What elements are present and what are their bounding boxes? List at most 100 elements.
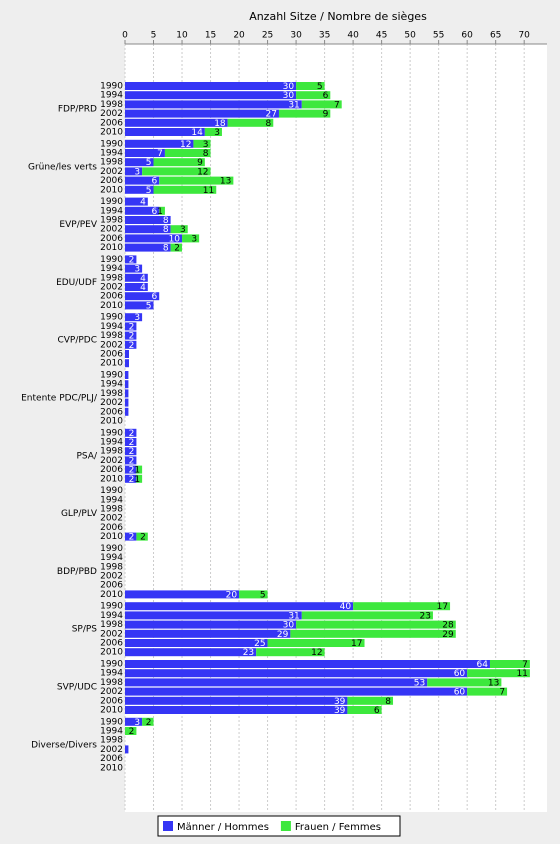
- category-label: 1998: [100, 389, 123, 399]
- bar: [125, 629, 291, 638]
- value-label: 6: [151, 207, 157, 217]
- category-label: 1994: [100, 322, 123, 332]
- bar: [125, 331, 137, 340]
- value-label: 2: [129, 447, 135, 457]
- legend-label: Frauen / Femmes: [295, 822, 381, 833]
- bar: [125, 118, 228, 127]
- group-label: SP/PS: [72, 625, 98, 635]
- value-label: 2: [146, 718, 152, 728]
- value-label: 29: [277, 630, 289, 640]
- bar: [125, 292, 160, 301]
- value-label: 25: [254, 639, 265, 649]
- category-label: 1998: [100, 331, 123, 341]
- category-label: 1994: [100, 553, 123, 563]
- value-label: 12: [311, 648, 322, 658]
- category-label: 2006: [100, 523, 123, 533]
- category-label: 2006: [100, 292, 123, 302]
- legend-swatch: [163, 821, 173, 831]
- x-tick-label: 45: [376, 31, 387, 41]
- value-label: 3: [180, 225, 186, 235]
- bar: [290, 629, 456, 638]
- category-label: 1998: [100, 678, 123, 688]
- category-label: 2002: [100, 629, 123, 639]
- bar: [427, 678, 502, 687]
- value-label: 14: [191, 128, 203, 138]
- category-label: 2002: [100, 687, 123, 697]
- bar: [136, 474, 143, 483]
- bar: [125, 465, 137, 474]
- category-label: 1994: [100, 669, 123, 679]
- group-label: CVP/PDC: [57, 336, 97, 346]
- bar: [347, 706, 382, 714]
- bar: [125, 678, 428, 687]
- value-label: 5: [146, 301, 152, 311]
- category-label: 2010: [100, 590, 123, 600]
- value-label: 6: [151, 292, 157, 302]
- bar: [467, 687, 508, 696]
- category-label: 2010: [100, 763, 123, 773]
- bar: [256, 648, 325, 657]
- value-label: 2: [129, 438, 135, 448]
- bar: [125, 301, 154, 310]
- value-label: 18: [214, 119, 226, 129]
- bar: [125, 264, 143, 273]
- x-tick-label: 10: [176, 31, 188, 41]
- value-label: 60: [454, 688, 466, 698]
- chart-title: Anzahl Sitze / Nombre de sièges: [249, 10, 427, 23]
- x-tick-label: 55: [433, 31, 444, 41]
- bar: [125, 167, 143, 176]
- bar: [301, 611, 433, 620]
- category-label: 2002: [100, 398, 123, 408]
- category-label: 2010: [100, 243, 123, 253]
- value-label: 39: [334, 706, 346, 716]
- value-label: 40: [340, 602, 352, 612]
- bar: [125, 687, 468, 696]
- category-label: 1998: [100, 216, 123, 226]
- value-label: 2: [129, 255, 135, 265]
- value-label: 30: [283, 82, 295, 92]
- value-label: 23: [419, 611, 430, 621]
- bar: [125, 532, 137, 541]
- bar: [125, 283, 148, 291]
- x-tick-label: 0: [122, 31, 128, 41]
- bar: [193, 139, 211, 148]
- value-label: 9: [323, 110, 329, 120]
- category-label: 1998: [100, 562, 123, 572]
- value-label: 2: [129, 727, 135, 737]
- bar: [227, 118, 274, 127]
- value-label: 8: [163, 225, 169, 235]
- value-label: 13: [220, 177, 231, 187]
- bar: [125, 176, 160, 185]
- bar: [125, 255, 137, 264]
- bar: [125, 371, 129, 379]
- bar: [267, 639, 365, 647]
- bar: [125, 456, 137, 465]
- category-label: 2006: [100, 465, 123, 475]
- bar: [125, 350, 129, 358]
- bar: [125, 100, 302, 109]
- x-tick-label: 70: [518, 31, 530, 41]
- value-label: 28: [442, 621, 454, 631]
- bar: [125, 447, 137, 456]
- value-label: 3: [134, 718, 140, 728]
- value-label: 6: [323, 91, 329, 101]
- bar: [125, 139, 194, 148]
- value-label: 31: [288, 611, 299, 621]
- value-label: 4: [140, 274, 146, 284]
- category-label: 1990: [100, 544, 123, 554]
- group-label: Grüne/les verts: [28, 162, 97, 172]
- category-label: 2002: [100, 572, 123, 582]
- value-label: 31: [288, 100, 299, 110]
- bar: [170, 243, 183, 252]
- category-label: 2002: [100, 225, 123, 235]
- category-label: 2006: [100, 696, 123, 706]
- category-label: 2010: [100, 128, 123, 138]
- value-label: 11: [203, 186, 214, 196]
- bar: [125, 389, 129, 398]
- bar: [125, 474, 137, 483]
- value-label: 8: [203, 149, 209, 159]
- bar: [278, 109, 331, 118]
- category-label: 1998: [100, 273, 123, 283]
- category-label: 2010: [100, 648, 123, 658]
- bar: [125, 225, 171, 234]
